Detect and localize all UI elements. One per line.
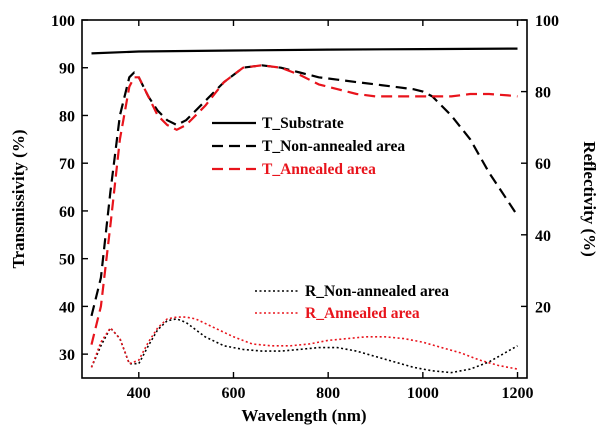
ticks-layer: 400 600 800 1000 1200 30 40 50 60 70 80 90 100 20 40 60… xyxy=(51,13,559,402)
y-right-tick-label: 80 xyxy=(535,85,551,102)
y-axis-right-title: Reflectivity (%) xyxy=(580,141,599,257)
legend-label-0: T_Substrate xyxy=(262,115,344,132)
y-left-tick-label: 30 xyxy=(59,347,75,364)
plot-area xyxy=(81,19,528,379)
legend-label-2: T_Annealed area xyxy=(262,161,376,178)
legend-label-1: T_Non-annealed area xyxy=(262,138,405,155)
legend-layer: T_Substrate T_Non-annealed area T_Annealed… xyxy=(212,115,449,322)
legend-label-3: R_Non-annealed area xyxy=(305,283,449,300)
series-line-r-annealed-area xyxy=(90,316,518,370)
y-right-tick-label: 100 xyxy=(535,13,559,30)
x-tick-label: 1200 xyxy=(502,385,534,402)
series-layer xyxy=(90,47,519,374)
series-line-r-non-annealed-area xyxy=(90,318,518,374)
y-left-tick-label: 40 xyxy=(59,299,75,316)
y-right-tick-label: 20 xyxy=(535,299,551,316)
series-line-t-substrate xyxy=(91,47,518,55)
y-left-tick-label: 100 xyxy=(51,13,75,30)
x-tick-label: 1000 xyxy=(407,385,439,402)
y-right-tick-label: 40 xyxy=(535,228,551,245)
y-left-tick-label: 70 xyxy=(59,156,75,173)
y-left-tick-label: 80 xyxy=(59,108,75,125)
series-line-t-annealed-area xyxy=(90,64,518,345)
y-axis-left-title: Transmissivity (%) xyxy=(9,130,28,269)
y-right-tick-label: 60 xyxy=(535,156,551,173)
legend-label-4: R_Annealed area xyxy=(305,305,420,322)
x-tick-label: 600 xyxy=(221,385,245,402)
x-axis-title: Wavelength (nm) xyxy=(241,406,366,425)
x-tick-label: 800 xyxy=(316,385,340,402)
y-left-tick-label: 90 xyxy=(59,61,75,78)
y-left-tick-label: 60 xyxy=(59,204,75,221)
y-left-tick-label: 50 xyxy=(59,252,75,269)
x-tick-label: 400 xyxy=(127,385,151,402)
